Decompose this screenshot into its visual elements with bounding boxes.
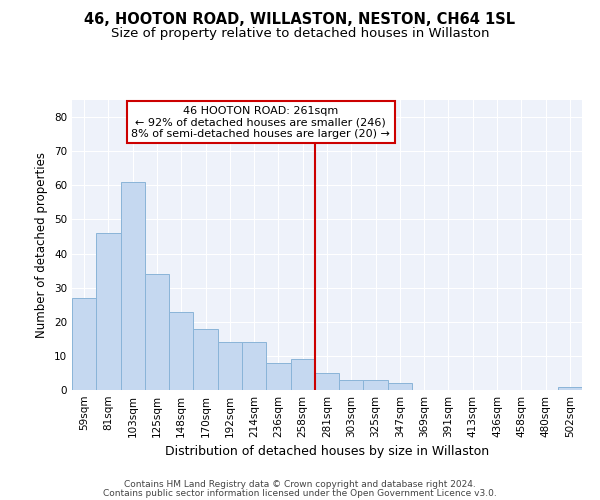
Text: Contains public sector information licensed under the Open Government Licence v3: Contains public sector information licen… xyxy=(103,488,497,498)
Bar xyxy=(145,274,169,390)
Bar xyxy=(290,360,315,390)
Text: Contains HM Land Registry data © Crown copyright and database right 2024.: Contains HM Land Registry data © Crown c… xyxy=(124,480,476,489)
Text: 46 HOOTON ROAD: 261sqm
← 92% of detached houses are smaller (246)
8% of semi-det: 46 HOOTON ROAD: 261sqm ← 92% of detached… xyxy=(131,106,390,139)
X-axis label: Distribution of detached houses by size in Willaston: Distribution of detached houses by size … xyxy=(165,446,489,458)
Bar xyxy=(315,373,339,390)
Bar xyxy=(364,380,388,390)
Bar xyxy=(242,342,266,390)
Bar xyxy=(558,386,582,390)
Text: 46, HOOTON ROAD, WILLASTON, NESTON, CH64 1SL: 46, HOOTON ROAD, WILLASTON, NESTON, CH64… xyxy=(85,12,515,28)
Text: Size of property relative to detached houses in Willaston: Size of property relative to detached ho… xyxy=(111,28,489,40)
Bar xyxy=(339,380,364,390)
Bar xyxy=(169,312,193,390)
Bar xyxy=(266,362,290,390)
Bar xyxy=(388,383,412,390)
Bar xyxy=(96,233,121,390)
Y-axis label: Number of detached properties: Number of detached properties xyxy=(35,152,49,338)
Bar xyxy=(218,342,242,390)
Bar xyxy=(121,182,145,390)
Bar xyxy=(193,328,218,390)
Bar xyxy=(72,298,96,390)
